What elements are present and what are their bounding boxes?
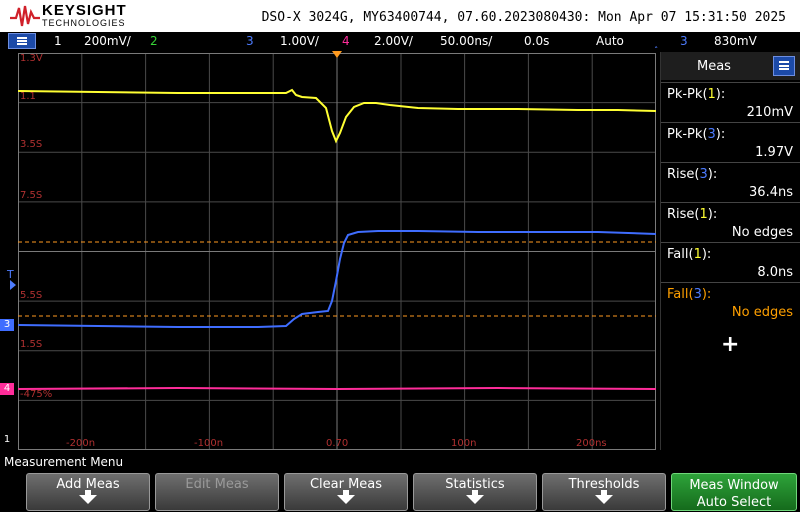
add-meas-label: Add Meas	[56, 477, 120, 492]
meas-channel: 3	[707, 127, 716, 142]
main-menu-icon[interactable]	[8, 33, 36, 49]
trigger-level-icon: T	[7, 268, 14, 281]
x-label-3: 100n	[451, 438, 477, 449]
ch4-number[interactable]: 4	[342, 34, 350, 48]
meas-item[interactable]: Fall(1): 8.0ns	[661, 242, 800, 282]
meas-name: Rise	[667, 167, 695, 182]
ch1-mid-label: 1.1	[20, 91, 36, 102]
down-arrow-icon	[472, 490, 478, 496]
header-bar: KEYSIGHT TECHNOLOGIES DSO-X 3024G, MY634…	[0, 0, 800, 32]
meas-channel: 1	[707, 87, 716, 102]
waveform-svg	[18, 53, 656, 450]
softkey-menu-label: Measurement Menu	[4, 455, 124, 469]
x-label-1: -100n	[194, 438, 224, 449]
ch1-number[interactable]: 1	[54, 34, 62, 48]
down-arrow-icon	[79, 495, 97, 504]
trigger-position-icon[interactable]	[332, 51, 342, 58]
channel-status-bar: 1 200mV/ 2 3 1.00V/ 4 2.00V/ 50.00ns/ 0.…	[0, 32, 800, 52]
trigger-edge-icon: ˰	[654, 35, 659, 50]
meas-item[interactable]: Pk-Pk(3): 1.97V	[661, 122, 800, 162]
meas-value: 8.0ns	[757, 265, 793, 280]
ch1-ground-marker[interactable]: 1	[3, 434, 11, 445]
trigger-channel[interactable]: 3	[680, 34, 688, 48]
meas-label: Rise(1):	[667, 207, 718, 222]
trigger-arrow-icon	[10, 280, 16, 290]
down-arrow-icon	[466, 495, 484, 504]
meas-panel-title: Meas	[697, 59, 731, 74]
ch3-ground-marker[interactable]: 3	[0, 319, 14, 331]
meas-label: Fall(1):	[667, 247, 712, 262]
meas-window-line2: Auto Select	[696, 495, 772, 510]
ch3-scale[interactable]: 1.00V/	[280, 34, 319, 48]
waveform-display[interactable]: 1.3V 1.1 3.5S 7.5S 5.5S 1.5S -475% -200n…	[18, 51, 656, 450]
brand-subtitle: TECHNOLOGIES	[42, 18, 126, 28]
thresholds-button[interactable]: Thresholds	[542, 473, 666, 511]
meas-name: Fall	[667, 247, 689, 262]
meas-item[interactable]: Fall(3): No edges	[661, 282, 800, 322]
meas-name: Rise	[667, 207, 695, 222]
meas-value: No edges	[731, 305, 793, 320]
meas-channel: 1	[699, 207, 708, 222]
down-arrow-icon	[337, 495, 355, 504]
meas-label: Rise(3):	[667, 167, 718, 182]
meas-channel: 3	[693, 287, 702, 302]
statistics-button[interactable]: Statistics	[413, 473, 537, 511]
meas-label: Fall(3):	[667, 287, 712, 302]
meas-name: Pk-Pk	[667, 127, 703, 142]
meas-panel-header: Meas	[661, 52, 800, 80]
y-label-0: 3.5S	[20, 139, 43, 150]
trigger-mode[interactable]: Auto	[596, 34, 624, 48]
add-meas-button[interactable]: Add Meas	[26, 473, 150, 511]
meas-value: 210mV	[746, 105, 793, 120]
keysight-logo-icon	[10, 5, 40, 27]
meas-name: Pk-Pk	[667, 87, 703, 102]
meas-item[interactable]: Rise(3): 36.4ns	[661, 162, 800, 202]
y-label-4: -475%	[20, 389, 53, 400]
meas-value: 1.97V	[755, 145, 793, 160]
meas-channel: 1	[693, 247, 702, 262]
ch2-number[interactable]: 2	[150, 34, 158, 48]
softkey-bar: Add Meas Edit Meas Clear Meas Statistics…	[0, 471, 800, 512]
down-arrow-icon	[601, 490, 607, 496]
x-label-4: 200ns	[576, 438, 607, 449]
ch1-scale[interactable]: 200mV/	[84, 34, 131, 48]
timebase[interactable]: 50.00ns/	[440, 34, 493, 48]
delay[interactable]: 0.0s	[524, 34, 550, 48]
x-label-0: -200n	[66, 438, 96, 449]
ch3-number[interactable]: 3	[246, 34, 254, 48]
y-label-1: 7.5S	[20, 190, 43, 201]
meas-name: Fall	[667, 287, 689, 302]
x-label-2: 0.70	[326, 438, 349, 449]
meas-window-line1: Meas Window	[689, 478, 779, 493]
ch4-ground-marker[interactable]: 4	[0, 383, 14, 395]
brand-name: KEYSIGHT	[42, 2, 127, 19]
clear-meas-label: Clear Meas	[309, 477, 383, 492]
down-arrow-icon	[595, 495, 613, 504]
meas-label: Pk-Pk(1):	[667, 87, 726, 102]
thresholds-label: Thresholds	[568, 477, 640, 492]
statistics-label: Statistics	[445, 477, 505, 492]
measurement-panel: Meas Pk-Pk(1): 210mV Pk-Pk(3): 1.97V Ris…	[660, 52, 800, 450]
clear-meas-button[interactable]: Clear Meas	[284, 473, 408, 511]
trigger-level[interactable]: 830mV	[714, 34, 757, 48]
meas-item[interactable]: Pk-Pk(1): 210mV	[661, 82, 800, 122]
meas-menu-icon[interactable]	[773, 56, 795, 76]
edit-meas-button[interactable]: Edit Meas	[155, 473, 279, 511]
ch4-scale[interactable]: 2.00V/	[374, 34, 413, 48]
meas-channel: 3	[699, 167, 708, 182]
down-arrow-icon	[85, 490, 91, 496]
meas-value: No edges	[731, 225, 793, 240]
meas-label: Pk-Pk(3):	[667, 127, 726, 142]
y-label-2: 5.5S	[20, 290, 43, 301]
add-measurement-icon[interactable]: +	[721, 332, 740, 357]
edit-meas-label: Edit Meas	[185, 477, 249, 492]
y-label-3: 1.5S	[20, 339, 43, 350]
ch1-top-label: 1.3V	[20, 53, 43, 64]
down-arrow-icon	[343, 490, 349, 496]
meas-window-label: Meas Window Auto Select	[672, 477, 796, 511]
meas-item[interactable]: Rise(1): No edges	[661, 202, 800, 242]
instrument-title: DSO-X 3024G, MY63400744, 07.60.202308043…	[261, 10, 786, 25]
meas-value: 36.4ns	[749, 185, 793, 200]
meas-window-button[interactable]: Meas Window Auto Select	[671, 473, 797, 511]
